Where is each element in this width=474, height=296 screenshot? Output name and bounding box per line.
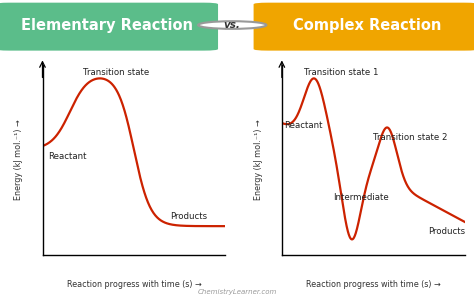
Circle shape [198, 21, 266, 29]
Text: Energy (kJ mol.⁻¹) →: Energy (kJ mol.⁻¹) → [254, 120, 263, 200]
Text: Transition state 2: Transition state 2 [373, 133, 448, 141]
Text: Reactant: Reactant [48, 152, 87, 160]
Text: ChemistryLearner.com: ChemistryLearner.com [197, 288, 277, 295]
Text: Reactant: Reactant [284, 121, 322, 130]
FancyBboxPatch shape [254, 3, 474, 51]
Text: Products: Products [170, 212, 208, 221]
Text: Products: Products [428, 227, 465, 236]
Text: Intermediate: Intermediate [333, 193, 389, 202]
FancyBboxPatch shape [0, 3, 218, 51]
Text: Transition state: Transition state [83, 68, 149, 77]
Text: Energy (kJ mol.⁻¹) →: Energy (kJ mol.⁻¹) → [14, 120, 23, 200]
Text: Complex Reaction: Complex Reaction [293, 17, 442, 33]
Text: vs.: vs. [224, 20, 241, 30]
Text: Reaction progress with time (s) →: Reaction progress with time (s) → [306, 280, 441, 289]
Text: Transition state 1: Transition state 1 [304, 68, 378, 77]
Text: Elementary Reaction: Elementary Reaction [21, 17, 192, 33]
Text: Reaction progress with time (s) →: Reaction progress with time (s) → [66, 280, 201, 289]
